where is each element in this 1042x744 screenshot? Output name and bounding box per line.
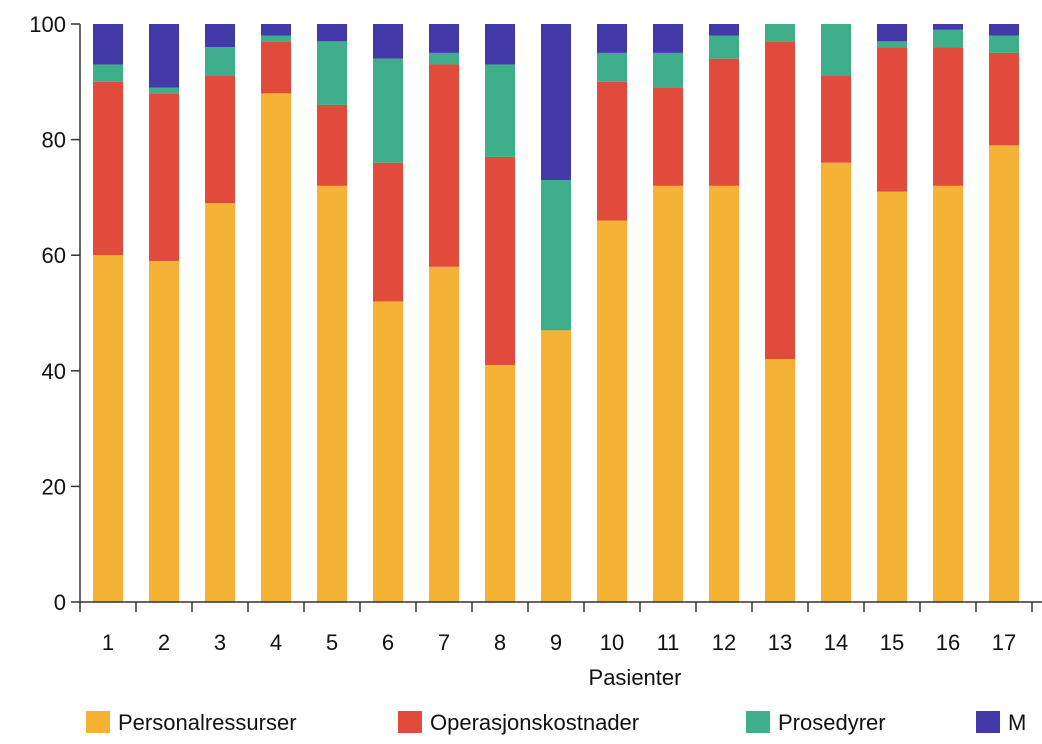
bar-segment-2-cat-3 bbox=[205, 76, 235, 204]
x-tick-label: 2 bbox=[158, 630, 170, 655]
x-tick-label: 4 bbox=[270, 630, 282, 655]
x-tick-label: 12 bbox=[712, 630, 736, 655]
bar-segment-2-cat-16 bbox=[933, 47, 963, 186]
x-tick-label: 3 bbox=[214, 630, 226, 655]
bar-segment-2-cat-1 bbox=[93, 81, 123, 256]
y-tick-label: 100 bbox=[29, 12, 66, 37]
bar-segment-3-cat-4 bbox=[261, 35, 291, 42]
bar-segment-2-cat-14 bbox=[821, 76, 851, 163]
x-tick-label: 14 bbox=[824, 630, 848, 655]
legend-swatch-2 bbox=[398, 711, 422, 733]
bar-segment-2-cat-17 bbox=[989, 52, 1019, 146]
bar-segment-4-cat-8 bbox=[485, 24, 515, 65]
bar-segment-3-cat-7 bbox=[429, 52, 459, 65]
bar-segment-4-cat-12 bbox=[709, 24, 739, 36]
bar-segment-3-cat-12 bbox=[709, 35, 739, 59]
bar-segment-2-cat-7 bbox=[429, 64, 459, 267]
bar-segment-1-cat-12 bbox=[709, 185, 739, 602]
bar-segment-1-cat-14 bbox=[821, 162, 851, 602]
x-tick-label: 8 bbox=[494, 630, 506, 655]
legend-label-2: Operasjonskostnader bbox=[430, 710, 639, 735]
x-tick-label: 5 bbox=[326, 630, 338, 655]
bar-segment-3-cat-14 bbox=[821, 24, 851, 77]
legend-label-1: Personalressurser bbox=[118, 710, 297, 735]
x-tick-label: 9 bbox=[550, 630, 562, 655]
x-tick-label: 15 bbox=[880, 630, 904, 655]
bar-segment-1-cat-8 bbox=[485, 365, 515, 602]
bar-segment-1-cat-5 bbox=[317, 185, 347, 602]
bar-segment-3-cat-5 bbox=[317, 41, 347, 105]
legend-swatch-3 bbox=[746, 711, 770, 733]
bar-segment-2-cat-2 bbox=[149, 93, 179, 261]
bar-segment-3-cat-16 bbox=[933, 29, 963, 48]
bar-segment-4-cat-1 bbox=[93, 24, 123, 65]
bar-segment-3-cat-9 bbox=[541, 180, 571, 331]
bar-segment-4-cat-2 bbox=[149, 24, 179, 88]
bar-segment-1-cat-2 bbox=[149, 260, 179, 602]
legend-swatch-4 bbox=[976, 711, 1000, 733]
bar-segment-4-cat-4 bbox=[261, 24, 291, 36]
x-tick-label: 13 bbox=[768, 630, 792, 655]
bar-segment-2-cat-12 bbox=[709, 58, 739, 186]
y-tick-label: 60 bbox=[42, 243, 66, 268]
y-tick-label: 80 bbox=[42, 128, 66, 153]
bar-segment-2-cat-10 bbox=[597, 81, 627, 221]
bar-segment-2-cat-15 bbox=[877, 47, 907, 192]
x-tick-label: 17 bbox=[992, 630, 1016, 655]
bar-segment-4-cat-16 bbox=[933, 24, 963, 30]
bar-segment-2-cat-11 bbox=[653, 87, 683, 186]
legend-label-3: Prosedyrer bbox=[778, 710, 886, 735]
bar-segment-4-cat-7 bbox=[429, 24, 459, 53]
legend-swatch-1 bbox=[86, 711, 110, 733]
bar-segment-4-cat-6 bbox=[373, 24, 403, 59]
bar-segment-1-cat-11 bbox=[653, 185, 683, 602]
y-tick-label: 40 bbox=[42, 359, 66, 384]
bar-segment-3-cat-17 bbox=[989, 35, 1019, 53]
bar-segment-3-cat-2 bbox=[149, 87, 179, 94]
legend-label-4: M bbox=[1008, 710, 1026, 735]
x-tick-label: 11 bbox=[657, 630, 680, 655]
bar-segment-4-cat-10 bbox=[597, 24, 627, 53]
bar-segment-3-cat-3 bbox=[205, 47, 235, 77]
bar-segment-4-cat-5 bbox=[317, 24, 347, 42]
bar-segment-1-cat-1 bbox=[93, 255, 123, 602]
bar-segment-3-cat-1 bbox=[93, 64, 123, 82]
bar-segment-4-cat-17 bbox=[989, 24, 1019, 36]
bar-segment-3-cat-6 bbox=[373, 58, 403, 163]
bar-segment-3-cat-11 bbox=[653, 52, 683, 88]
y-tick-label: 20 bbox=[42, 474, 66, 499]
bar-segment-3-cat-10 bbox=[597, 52, 627, 82]
bar-segment-4-cat-9 bbox=[541, 24, 571, 181]
bar-segment-4-cat-11 bbox=[653, 24, 683, 53]
bar-segment-1-cat-3 bbox=[205, 203, 235, 602]
x-tick-label: 16 bbox=[936, 630, 960, 655]
bar-segment-3-cat-8 bbox=[485, 64, 515, 157]
x-axis-title: Pasienter bbox=[589, 665, 682, 690]
bar-segment-3-cat-15 bbox=[877, 41, 907, 48]
bar-segment-1-cat-13 bbox=[765, 359, 795, 602]
x-tick-label: 10 bbox=[600, 630, 624, 655]
bar-segment-2-cat-6 bbox=[373, 162, 403, 302]
bar-segment-2-cat-5 bbox=[317, 104, 347, 186]
bar-segment-1-cat-6 bbox=[373, 301, 403, 602]
bar-segment-4-cat-3 bbox=[205, 24, 235, 48]
x-tick-label: 6 bbox=[382, 630, 394, 655]
bar-segment-1-cat-15 bbox=[877, 191, 907, 602]
bar-segment-1-cat-7 bbox=[429, 266, 459, 602]
bar-segment-2-cat-4 bbox=[261, 41, 291, 94]
bar-segment-3-cat-13 bbox=[765, 24, 795, 42]
x-tick-label: 1 bbox=[102, 630, 114, 655]
x-tick-label: 7 bbox=[438, 630, 450, 655]
bar-segment-1-cat-10 bbox=[597, 220, 627, 602]
y-tick-label: 0 bbox=[54, 590, 66, 615]
bar-segment-2-cat-13 bbox=[765, 41, 795, 360]
bar-segment-1-cat-17 bbox=[989, 145, 1019, 602]
bar-segment-1-cat-16 bbox=[933, 185, 963, 602]
bar-segment-4-cat-15 bbox=[877, 24, 907, 42]
bar-segment-1-cat-9 bbox=[541, 330, 571, 602]
bar-segment-2-cat-8 bbox=[485, 156, 515, 366]
bar-segment-1-cat-4 bbox=[261, 93, 291, 603]
